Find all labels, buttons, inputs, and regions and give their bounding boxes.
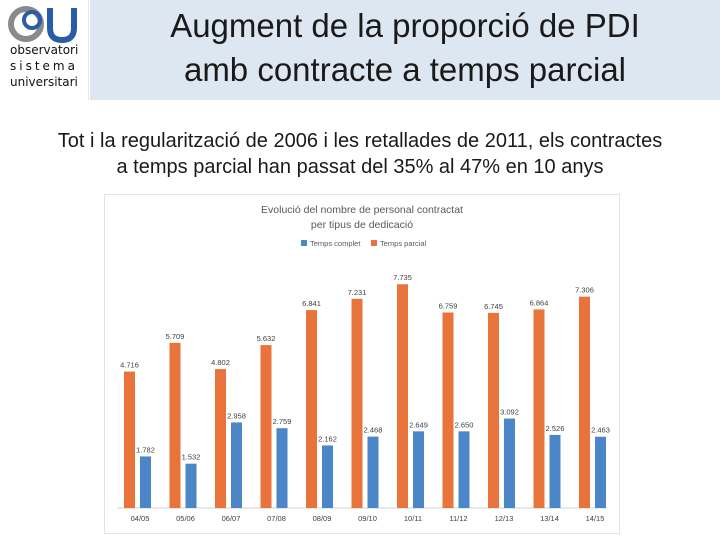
slide-title: Augment de la proporció de PDI amb contr… (90, 4, 720, 92)
bar-temps-complet-5 (367, 436, 379, 508)
data-label-temps-complet-3: 2.759 (273, 417, 292, 426)
data-label-temps-parcial-2: 4.802 (211, 358, 230, 367)
x-tick-label-3: 07/08 (267, 514, 286, 523)
chart-title-line-1: Evolució del nombre de personal contract… (261, 204, 463, 216)
slide-title-line-1: Augment de la proporció de PDI (170, 7, 640, 44)
data-label-temps-complet-1: 1.532 (182, 453, 201, 462)
x-tick-label-4: 08/09 (313, 514, 332, 523)
data-label-temps-complet-7: 2.650 (455, 420, 474, 429)
legend-label-temps-parcial: Temps parcial (380, 239, 427, 248)
x-tick-label-6: 10/11 (404, 514, 422, 523)
data-label-temps-complet-4: 2.162 (318, 434, 337, 443)
bar-temps-parcial-5 (351, 298, 363, 508)
x-tick-label-0: 04/05 (131, 514, 150, 523)
logo-u-shape (47, 8, 77, 44)
bar-temps-complet-6 (413, 431, 424, 508)
bar-temps-parcial-6 (397, 284, 408, 508)
data-label-temps-parcial-9: 6.864 (530, 298, 549, 307)
x-tick-label-8: 12/13 (495, 514, 514, 523)
slide-subtitle-line-1: Tot i la regularització de 2006 i les re… (57, 130, 663, 152)
x-tick-label-5: 09/10 (358, 514, 377, 523)
bar-temps-complet-2 (231, 422, 242, 508)
bar-temps-parcial-7 (442, 312, 454, 508)
slide-title-line-2: amb contracte a temps parcial (183, 51, 627, 88)
bar-temps-complet-9 (549, 434, 561, 508)
data-label-temps-parcial-5: 7.231 (348, 288, 367, 297)
chart-title-line-2: per tipus de dedicació (311, 219, 413, 231)
bar-temps-parcial-9 (533, 309, 545, 508)
bar-temps-complet-10 (595, 436, 606, 508)
data-label-temps-complet-2: 2.958 (227, 411, 246, 420)
bar-temps-parcial-8 (488, 312, 499, 508)
data-label-temps-complet-9: 2.526 (546, 424, 565, 433)
bar-temps-parcial-0 (124, 371, 135, 508)
bar-temps-parcial-1 (169, 342, 181, 508)
legend-swatch-temps-parcial (371, 240, 377, 246)
data-label-temps-parcial-7: 6.759 (439, 301, 458, 310)
data-label-temps-complet-6: 2.649 (409, 420, 428, 429)
slide-subtitle-line-2: a temps parcial han passat del 35% al 47… (116, 156, 604, 178)
bar-temps-complet-4 (322, 445, 333, 508)
x-tick-label-10: 14/15 (586, 514, 605, 523)
logo-circle-inner (22, 10, 42, 30)
bar-temps-parcial-10 (579, 296, 590, 508)
data-label-temps-parcial-8: 6.745 (484, 302, 503, 311)
legend-swatch-temps-complet (301, 240, 307, 246)
bar-temps-parcial-2 (215, 369, 226, 508)
x-tick-label-2: 06/07 (222, 514, 241, 523)
bar-temps-complet-8 (504, 418, 515, 508)
logo-text-line-2: sistema (10, 59, 78, 73)
chart-container: Evolució del nombre de personal contract… (104, 194, 620, 534)
data-label-temps-complet-0: 1.782 (136, 445, 155, 454)
data-label-temps-parcial-4: 6.841 (302, 299, 321, 308)
bar-temps-parcial-3 (260, 345, 272, 508)
data-label-temps-parcial-10: 7.306 (575, 286, 594, 295)
title-band (90, 0, 720, 100)
data-label-temps-complet-8: 3.092 (500, 408, 519, 417)
logo-text-line-1: observatori (10, 43, 79, 57)
slide-subtitle: Tot i la regularització de 2006 i les re… (10, 128, 710, 180)
osu-logo-mark-icon (8, 6, 77, 44)
x-tick-label-7: 11/12 (449, 514, 467, 523)
data-label-temps-parcial-3: 5.632 (257, 334, 276, 343)
bar-temps-complet-0 (140, 456, 151, 508)
data-label-temps-complet-10: 2.463 (591, 426, 610, 435)
bar-temps-complet-3 (276, 428, 288, 508)
data-label-temps-parcial-6: 7.735 (393, 273, 412, 282)
bar-temps-complet-7 (458, 431, 470, 508)
data-label-temps-complet-5: 2.468 (364, 426, 383, 435)
x-tick-label-1: 05/06 (176, 514, 195, 523)
x-tick-label-9: 13/14 (540, 514, 559, 523)
chart-bars: 1.782 4.716 04/05 1.532 5.709 05/06 2.958 4.802… (120, 273, 610, 523)
data-label-temps-parcial-0: 4.716 (120, 361, 139, 370)
bar-temps-parcial-4 (306, 310, 317, 508)
data-label-temps-parcial-1: 5.709 (166, 332, 185, 341)
bar-temps-complet-1 (185, 463, 197, 508)
legend-label-temps-complet: Temps complet (310, 239, 361, 248)
logo: observatori sistema universitari (0, 0, 89, 100)
logo-text-line-3: universitari (10, 75, 78, 89)
bar-chart: Evolució del nombre de personal contract… (117, 204, 610, 523)
